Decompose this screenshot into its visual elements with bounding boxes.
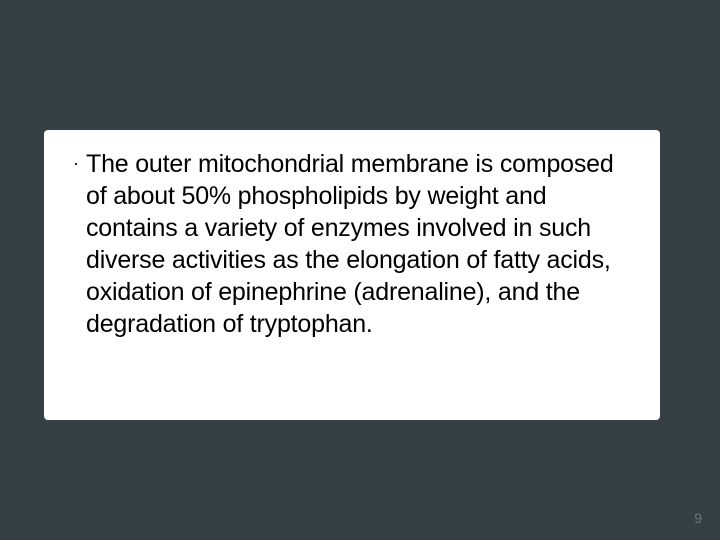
page-number: 9 bbox=[694, 510, 702, 526]
content-box: · The outer mitochondrial membrane is co… bbox=[44, 130, 660, 420]
bullet-icon: · bbox=[66, 148, 86, 402]
body-text: The outer mitochondrial membrane is comp… bbox=[86, 148, 636, 402]
slide-container: · The outer mitochondrial membrane is co… bbox=[0, 0, 720, 540]
